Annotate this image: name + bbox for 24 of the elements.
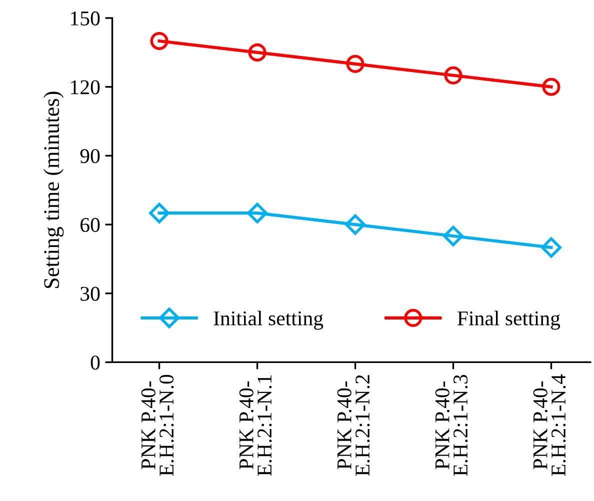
point <box>248 43 266 62</box>
x-tick-label: PNK P.40- E.H.2:1-N.2 <box>337 375 370 476</box>
point <box>542 78 560 96</box>
point <box>541 237 562 258</box>
x-tick-label: PNK P.40- E.H.2:1-N.1 <box>239 375 272 476</box>
legend-label: Final setting <box>457 310 560 330</box>
y-tick-label: 0 <box>90 356 100 370</box>
point <box>346 54 364 73</box>
y-tick-label: 30 <box>80 286 100 301</box>
x-tick-label: PNK P.40- E.H.2:1-N.0 <box>141 374 174 476</box>
point <box>149 202 170 224</box>
legend-label: Initial setting <box>214 310 324 330</box>
point <box>150 32 168 50</box>
point <box>444 66 462 84</box>
y-axis-title: Setting time (minutes) <box>43 92 64 288</box>
y-tick-label: 150 <box>71 11 100 26</box>
x-tick-label: PNK P.40- E.H.2:1-N.3 <box>435 374 468 476</box>
y-tick-label: 90 <box>80 149 100 164</box>
x-tick-label: PNK P.40- E.H.2:1-N.4 <box>533 374 566 476</box>
y-tick-label: 120 <box>71 80 100 94</box>
point <box>247 202 268 224</box>
point <box>443 226 464 246</box>
point <box>345 214 366 235</box>
y-tick-label: 60 <box>80 218 100 232</box>
